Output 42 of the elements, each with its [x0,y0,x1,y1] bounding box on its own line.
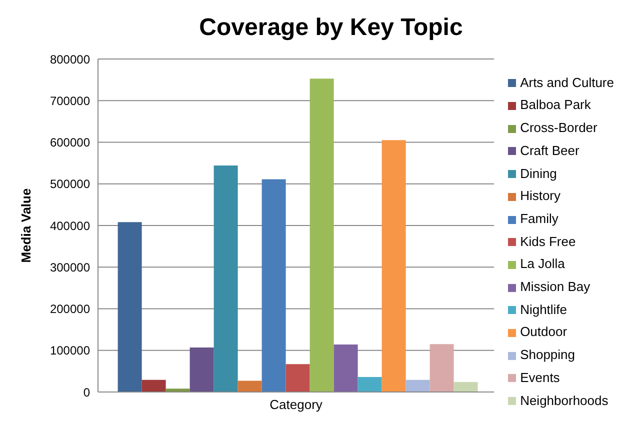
bar [166,388,190,392]
y-axis-title: Media Value [18,188,34,263]
y-tick-label: 200000 [50,302,90,316]
y-tick-label: 700000 [50,94,90,108]
bar [382,140,406,392]
chart-title: Coverage by Key Topic [198,13,464,43]
y-tick-label: 0 [83,385,90,400]
bar [406,380,430,392]
bar [310,78,334,392]
y-tick-label: 300000 [50,260,90,274]
legend-label: Cross-Border [520,120,598,136]
x-tick-label: Category [270,397,323,412]
legend-label: Outdoor [520,324,568,340]
y-tick-label: 800000 [50,52,90,66]
bar [454,382,478,392]
bar [118,222,142,392]
legend-label: Kids Free [520,234,576,249]
legend-label: Events [520,370,560,385]
legend-label: Craft Beer [520,142,580,158]
y-tick-label: 500000 [50,177,90,192]
bar [214,166,238,392]
bar [238,380,262,392]
legend-label: Shopping [520,347,576,362]
legend-label: Balboa Park [520,97,591,112]
legend-label: Family [520,210,558,226]
legend-label: Mission Bay [520,279,590,294]
legend-label: Neighborhoods [520,392,608,408]
bar [262,179,286,392]
bar [142,380,166,392]
legend-label: Arts and Culture [520,74,614,90]
y-tick-label: 600000 [50,136,90,150]
bar [358,377,382,392]
y-tick-label: 100000 [50,344,90,358]
legend-label: History [520,188,561,204]
y-tick-label: 400000 [50,218,90,233]
legend-label: Nightlife [520,302,568,317]
legend-label: La Jolla [520,256,565,272]
bar [286,364,310,392]
bar [430,344,454,392]
legend-label: Dining [520,166,557,181]
bar [334,344,358,392]
bar [190,347,214,392]
